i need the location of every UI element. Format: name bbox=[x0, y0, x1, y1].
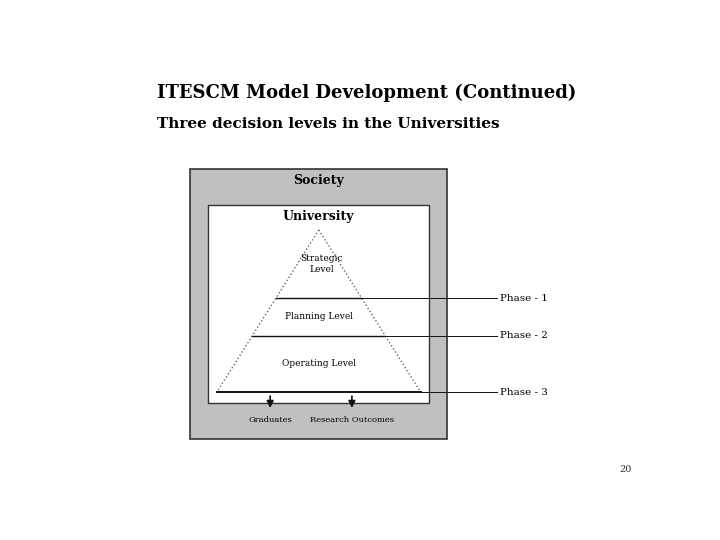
Text: ITESCM Model Development (Continued): ITESCM Model Development (Continued) bbox=[157, 84, 576, 102]
Text: Three decision levels in the Universities: Three decision levels in the Universitie… bbox=[157, 117, 500, 131]
Text: Research Outcomes: Research Outcomes bbox=[310, 416, 394, 424]
Text: Society: Society bbox=[294, 174, 344, 187]
Bar bbox=[190, 168, 447, 439]
Text: Planning Level: Planning Level bbox=[285, 312, 353, 321]
Text: Strategic
Level: Strategic Level bbox=[300, 254, 343, 274]
Text: Operating Level: Operating Level bbox=[282, 360, 356, 368]
Text: Phase - 2: Phase - 2 bbox=[500, 331, 548, 340]
Text: University: University bbox=[283, 210, 354, 223]
Text: Phase - 3: Phase - 3 bbox=[500, 388, 548, 397]
Text: 20: 20 bbox=[619, 465, 631, 474]
Text: Graduates: Graduates bbox=[248, 416, 292, 424]
Text: Phase - 1: Phase - 1 bbox=[500, 294, 548, 302]
Bar bbox=[208, 205, 429, 403]
